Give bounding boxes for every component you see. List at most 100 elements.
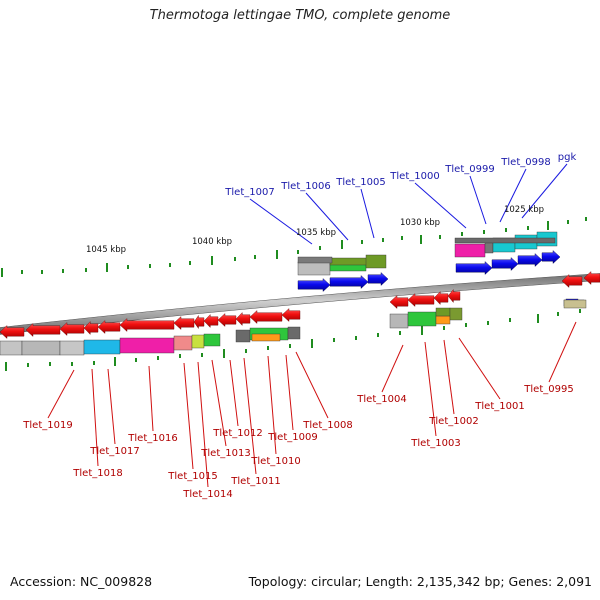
leader-line <box>548 321 577 383</box>
gene-arrow-reverse <box>193 314 205 330</box>
feature-box <box>449 307 463 321</box>
gene-arrow-forward <box>367 272 389 286</box>
gene-arrow-reverse <box>25 323 61 337</box>
feature-box <box>563 299 587 309</box>
leader-line <box>249 198 313 245</box>
gene-label-bottom: Tlet_1010 <box>250 456 300 467</box>
gene-arrow-reverse <box>561 274 583 288</box>
gene-arrow-reverse <box>235 312 251 326</box>
gene-arrow-reverse <box>583 271 600 285</box>
feature-box <box>329 257 369 266</box>
leader-line <box>211 359 227 447</box>
gene-label-bottom: Tlet_1001 <box>474 401 524 412</box>
gene-label-bottom: Tlet_1015 <box>167 471 217 482</box>
topology-text: Topology: circular; Length: 2,135,342 bp… <box>248 574 592 589</box>
gene-arrow-reverse <box>433 291 449 305</box>
gene-label-top: Tlet_1005 <box>335 177 385 188</box>
feature-box <box>435 307 451 317</box>
leader-line <box>285 354 294 431</box>
gene-label-bottom: Tlet_1013 <box>200 448 250 459</box>
gene-label-bottom: Tlet_1016 <box>127 433 177 444</box>
feature-box <box>435 315 451 325</box>
feature-box <box>191 334 205 349</box>
scale-label: 1025 kbp <box>504 205 544 215</box>
gene-label-bottom: Tlet_1014 <box>182 489 232 500</box>
gene-arrow-forward <box>329 275 369 289</box>
leader-line <box>414 182 467 229</box>
scale-label: 1030 kbp <box>400 218 440 228</box>
leader-line <box>305 192 349 241</box>
leader-line <box>443 339 455 415</box>
feature-box <box>21 340 61 356</box>
feature-box <box>297 256 333 264</box>
gene-arrow-reverse <box>97 320 121 334</box>
leader-line <box>229 359 239 427</box>
scale-label: 1045 kbp <box>86 245 126 255</box>
leader-line <box>148 365 154 432</box>
feature-box <box>365 254 387 269</box>
gene-label-bottom: Tlet_1018 <box>72 468 122 479</box>
gene-arrow-reverse <box>59 322 85 336</box>
gene-arrow-reverse <box>281 308 301 322</box>
gene-arrow-reverse <box>407 293 435 307</box>
gene-label-bottom: Tlet_1012 <box>212 428 262 439</box>
gene-label-top: Tlet_1000 <box>389 171 439 182</box>
gene-label-bottom: Tlet_0995 <box>523 384 573 395</box>
leader-line <box>458 337 501 400</box>
gene-arrow-reverse <box>119 318 175 332</box>
gene-label-bottom: Tlet_1009 <box>267 432 317 443</box>
gene-label-top: Tlet_0998 <box>500 157 550 168</box>
feature-box <box>59 340 85 356</box>
feature-box <box>454 243 486 258</box>
feature-box <box>203 333 221 347</box>
gene-arrow-forward <box>297 278 331 292</box>
gene-arrow-reverse <box>83 321 99 335</box>
leader-line <box>424 341 437 437</box>
gene-label-top: pgk <box>558 152 577 163</box>
leader-line <box>91 368 99 467</box>
gene-label-bottom: Tlet_1017 <box>89 446 139 457</box>
gene-label-bottom: Tlet_1004 <box>356 394 406 405</box>
gene-arrow-forward <box>517 253 543 267</box>
leader-line <box>469 175 487 225</box>
leader-line <box>47 369 75 419</box>
gene-arrow-reverse <box>173 316 195 330</box>
feature-box <box>297 261 331 276</box>
scale-label: 1040 kbp <box>192 237 232 247</box>
gene-label-bottom: Tlet_1011 <box>230 476 280 487</box>
accession-text: Accession: NC_009828 <box>10 574 153 589</box>
leader-line <box>197 361 209 488</box>
gene-arrow-reverse <box>0 325 25 339</box>
gene-label-bottom: Tlet_1003 <box>410 438 460 449</box>
feature-box <box>251 333 281 342</box>
leader-line <box>499 168 527 223</box>
gene-label-top: Tlet_0999 <box>444 164 494 175</box>
gene-label-top: Tlet_1006 <box>280 181 330 192</box>
leader-line <box>183 362 194 470</box>
feature-box <box>173 335 193 351</box>
genome-backbone <box>0 273 600 335</box>
leader-line <box>521 163 568 219</box>
gene-label-bottom: Tlet_1002 <box>428 416 478 427</box>
feature-box <box>454 237 556 244</box>
gene-label-bottom: Tlet_1008 <box>302 420 352 431</box>
gene-arrow-reverse <box>447 288 461 304</box>
leader-line <box>267 355 277 455</box>
leader-line <box>107 368 116 445</box>
gene-arrow-reverse <box>389 295 409 309</box>
feature-box <box>119 337 175 354</box>
scale-label: 1035 kbp <box>296 228 336 238</box>
feature-box <box>83 339 121 355</box>
gene-arrow-reverse <box>203 314 219 328</box>
gene-arrow-forward <box>491 257 519 271</box>
gene-arrow-forward <box>455 261 493 275</box>
feature-box <box>389 313 409 329</box>
leader-line <box>243 357 257 475</box>
feature-box <box>407 311 437 327</box>
gene-arrow-reverse <box>217 313 237 327</box>
gene-label-bottom: Tlet_1019 <box>22 420 72 431</box>
feature-box <box>235 329 251 343</box>
leader-line <box>381 344 404 393</box>
gene-arrow-reverse <box>249 310 283 324</box>
